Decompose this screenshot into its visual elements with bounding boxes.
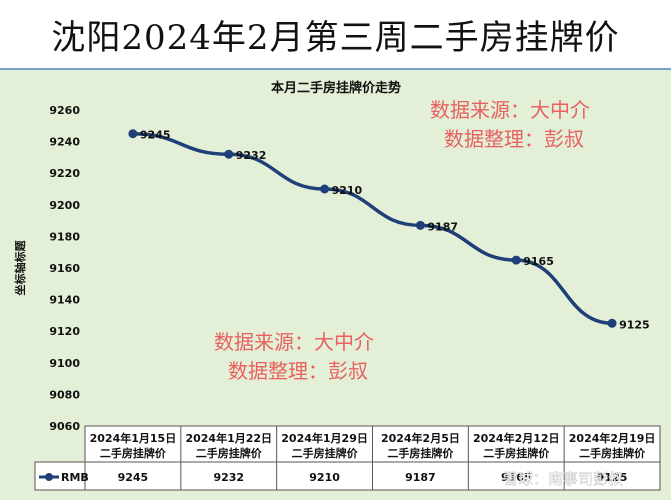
y-tick-label: 9140 [49, 294, 80, 307]
category-label-date: 2024年2月12日 [473, 431, 560, 445]
legend-label-rmb: RMB [61, 471, 89, 484]
data-point [320, 184, 330, 194]
page-title: 沈阳2024年2月第三周二手房挂牌价 [51, 17, 620, 58]
data-table-value: 9165 [501, 471, 532, 484]
y-tick-label: 9180 [49, 230, 80, 243]
data-point [607, 318, 617, 328]
category-label-sub: 二手房挂牌价 [100, 446, 167, 460]
data-point [224, 149, 234, 159]
footer-watermark: 雪球：南事司彭叔 [503, 470, 623, 488]
data-table-legend-cell [34, 461, 86, 491]
y-tick-label: 9100 [49, 357, 80, 370]
chart-title: 本月二手房挂牌价走势 [271, 80, 401, 96]
data-point [511, 255, 521, 265]
watermark-top-line1: 数据来源：大中介 [430, 98, 590, 122]
series-line-rmb [131, 131, 614, 326]
data-label: 9232 [236, 149, 267, 162]
y-tick-label: 9220 [49, 167, 80, 180]
watermark-top-line2: 数据整理：彭叔 [444, 127, 584, 151]
data-label: 9210 [332, 184, 363, 197]
y-axis-title: 坐标轴标题 [13, 240, 27, 296]
category-label-sub: 二手房挂牌价 [387, 446, 454, 460]
category-label-date: 2024年2月19日 [569, 431, 656, 445]
data-table-value: 9125 [597, 471, 628, 484]
xueqiu-logo-icon [476, 467, 498, 489]
category-label-date: 2024年1月15日 [90, 431, 177, 445]
data-point [415, 220, 425, 230]
data-label: 9125 [619, 318, 650, 331]
data-table-value: 9232 [213, 471, 244, 484]
category-label-date: 2024年1月22日 [185, 431, 272, 445]
y-tick-label: 9060 [49, 420, 80, 433]
data-label: 9187 [427, 220, 458, 233]
category-label-sub: 二手房挂牌价 [579, 446, 646, 460]
data-table-value: 9210 [309, 471, 340, 484]
data-label: 9165 [523, 255, 554, 268]
category-label-date: 2024年1月29日 [281, 431, 368, 445]
y-tick-label: 9240 [49, 136, 80, 149]
y-tick-label: 9260 [49, 104, 80, 117]
legend-marker-key [45, 473, 53, 481]
title-bar: 沈阳2024年2月第三周二手房挂牌价 [0, 0, 671, 68]
category-label-sub: 二手房挂牌价 [483, 446, 550, 460]
watermark-bottom-line1: 数据来源：大中介 [214, 330, 374, 354]
category-label-sub: 二手房挂牌价 [196, 446, 263, 460]
y-tick-label: 9160 [49, 262, 80, 275]
data-table-value: 9245 [118, 471, 149, 484]
y-tick-label: 9200 [49, 199, 80, 212]
y-tick-label: 9080 [49, 388, 80, 401]
category-label-date: 2024年2月5日 [381, 431, 460, 445]
category-label-sub: 二手房挂牌价 [292, 446, 359, 460]
watermark-bottom-line2: 数据整理：彭叔 [228, 359, 368, 383]
data-point [128, 129, 138, 139]
y-tick-label: 9120 [49, 325, 80, 338]
data-table-value: 9187 [405, 471, 436, 484]
data-label: 9245 [140, 129, 171, 142]
